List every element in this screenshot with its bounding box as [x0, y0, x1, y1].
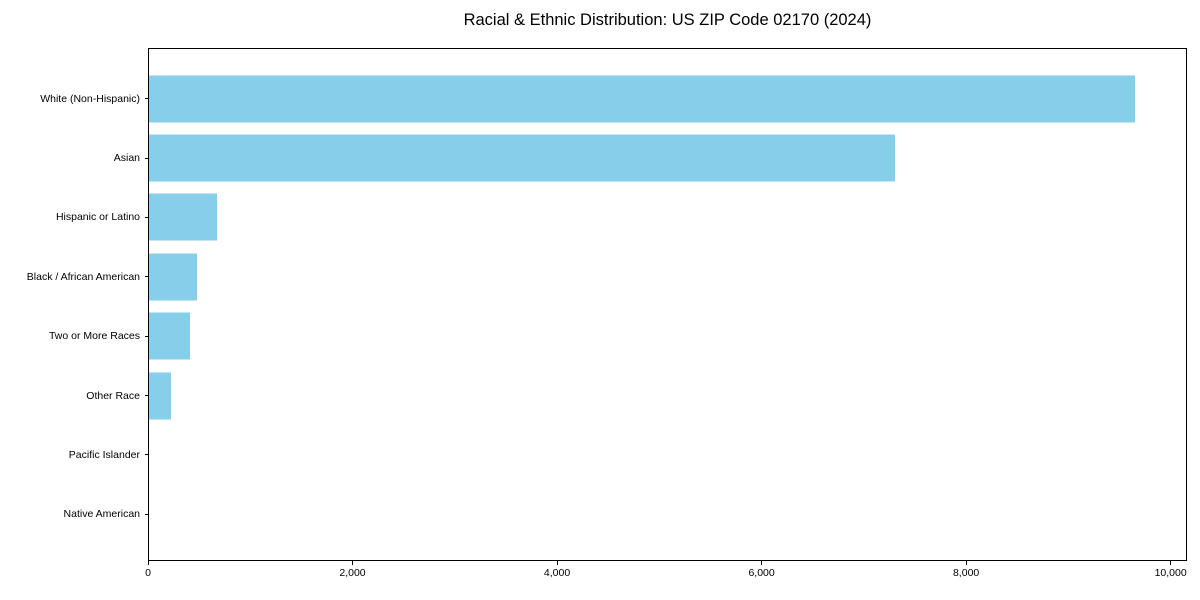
x-tick-mark: [556, 561, 558, 565]
x-tick-label: 2,000: [339, 567, 366, 579]
x-tick-label: 8,000: [952, 567, 980, 579]
bar-row: Black / African American: [27, 247, 1186, 306]
y-axis-category-label: White (Non-Hispanic): [40, 92, 140, 105]
x-tick-mark: [352, 561, 354, 565]
bar: [149, 193, 218, 241]
y-axis-category-label: Other Race: [86, 389, 140, 402]
bar-row: Other Race: [86, 366, 1186, 425]
x-axis: 0 2,000 4,000 6,000 8,000 10,000: [145, 561, 1187, 591]
chart-title: Racial & Ethnic Distribution: US ZIP Cod…: [463, 11, 872, 29]
bar: [149, 134, 896, 182]
x-tick-mark: [1170, 561, 1172, 565]
bar-row: Hispanic or Latino: [56, 188, 1186, 247]
plot-area: White (Non-Hispanic) Asian Hispanic or Lat…: [27, 48, 1187, 561]
bar-row: Native American: [64, 485, 1186, 544]
bar-row: White (Non-Hispanic): [40, 69, 1186, 128]
bar: [149, 372, 171, 420]
bar: [149, 75, 1135, 123]
bar: [149, 253, 197, 301]
bar-row: Asian: [114, 128, 1186, 187]
bar-rows: White (Non-Hispanic) Asian Hispanic or Lat…: [27, 49, 1186, 560]
x-tick-label: 4,000: [543, 567, 571, 579]
y-tick-mark: [145, 513, 149, 515]
x-tick-mark: [761, 561, 763, 565]
y-tick-mark: [145, 454, 149, 456]
y-axis-category-label: Two or More Races: [48, 329, 140, 342]
x-tick-label: 6,000: [748, 567, 775, 579]
x-tick-mark: [147, 561, 149, 565]
x-tick-label: 10,000: [1154, 567, 1187, 579]
bar-row: Pacific Islander: [69, 425, 1186, 484]
y-tick-mark: [145, 395, 149, 397]
y-tick-mark: [145, 276, 149, 278]
y-axis-category-label: Hispanic or Latino: [55, 211, 140, 224]
bar: [149, 312, 190, 360]
y-axis-category-label: Pacific Islander: [68, 448, 140, 461]
y-axis-category-label: Asian: [113, 151, 140, 164]
y-tick-mark: [145, 335, 149, 337]
y-tick-mark: [145, 98, 149, 100]
bar-row: Two or More Races: [49, 307, 1186, 366]
y-tick-mark: [145, 157, 149, 159]
y-axis-category-label: Black / African American: [26, 270, 140, 283]
x-tick-mark: [965, 561, 967, 565]
x-tick-label: 0: [145, 567, 151, 579]
y-tick-mark: [145, 216, 149, 218]
y-axis-category-label: Native American: [63, 508, 140, 521]
